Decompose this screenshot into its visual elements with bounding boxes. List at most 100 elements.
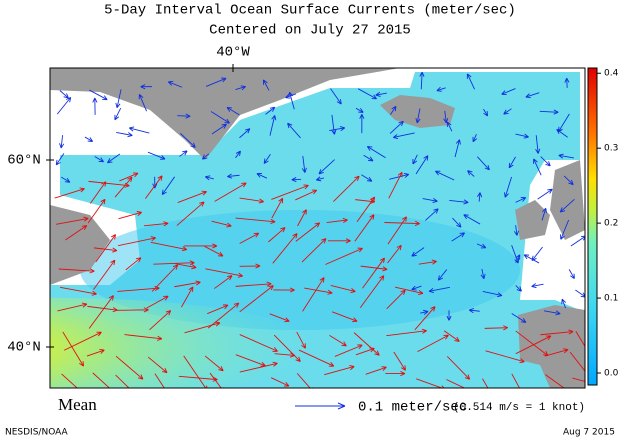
current-arrow [262, 79, 270, 91]
current-arrow [209, 372, 224, 388]
current-arrow [560, 219, 570, 240]
current-arrow [394, 286, 424, 295]
current-arrow [115, 374, 133, 388]
current-arrow [523, 254, 540, 264]
current-arrow [84, 136, 94, 142]
current-arrow [184, 243, 218, 249]
current-arrow [119, 172, 139, 182]
mean-label: Mean [58, 395, 97, 414]
colorbar-tick-label: 0.2 [604, 219, 618, 229]
current-arrow [61, 373, 78, 388]
current-arrow [235, 217, 276, 224]
current-arrow [295, 189, 318, 201]
lat-label: 40°N [7, 340, 41, 356]
subtitle: Centered on July 27 2015 [209, 23, 411, 39]
current-arrow [446, 379, 466, 388]
current-arrow [114, 176, 133, 198]
current-arrow [467, 170, 475, 177]
current-arrow [273, 287, 295, 293]
current-arrow [205, 175, 214, 181]
current-arrow [57, 302, 88, 312]
current-arrow [531, 246, 543, 262]
current-arrow [272, 233, 298, 264]
current-arrow [415, 108, 421, 124]
current-arrow [564, 77, 570, 88]
title: 5-Day Interval Ocean Surface Currents (m… [104, 3, 516, 19]
current-arrow [366, 146, 386, 159]
current-arrow [271, 197, 284, 219]
current-arrow [54, 187, 85, 199]
land [518, 305, 585, 388]
current-arrow [88, 180, 130, 188]
current-arrow [235, 85, 246, 91]
current-arrow [167, 81, 183, 88]
current-arrow [539, 109, 559, 115]
current-arrow [354, 214, 375, 242]
current-arrow [270, 377, 290, 387]
current-arrow [302, 277, 325, 312]
current-arrow [359, 275, 385, 309]
current-arrow [359, 113, 365, 134]
current-arrow [207, 302, 240, 329]
current-arrow [511, 373, 520, 388]
current-arrow [146, 295, 169, 309]
current-arrow [175, 263, 197, 270]
current-arrow [330, 285, 356, 293]
current-arrow [482, 378, 489, 388]
current-arrow [468, 308, 480, 314]
current-arrow [239, 263, 261, 269]
land [550, 160, 585, 240]
current-arrow [387, 244, 402, 264]
land [380, 95, 455, 128]
reference-note: (0.514 m/s = 1 knot) [453, 402, 585, 414]
current-arrow [211, 123, 227, 135]
current-arrow [414, 306, 436, 331]
current-arrow [88, 295, 114, 329]
current-arrow [115, 89, 122, 109]
current-arrow [154, 373, 165, 388]
current-arrow [360, 265, 388, 272]
current-arrow [365, 366, 387, 375]
ocean-shade [80, 210, 520, 330]
current-arrow [525, 92, 540, 99]
current-arrow [437, 269, 448, 281]
current-arrow [412, 154, 418, 165]
current-arrow [174, 280, 201, 288]
current-arrow [176, 201, 205, 226]
current-arrow [161, 176, 175, 196]
current-arrow [329, 335, 347, 347]
current-arrow [435, 170, 455, 181]
current-arrow [239, 361, 278, 373]
current-arrow [227, 173, 240, 179]
current-arrow [420, 309, 429, 315]
current-arrow [140, 84, 152, 90]
current-arrow [476, 156, 490, 171]
current-arrow [118, 211, 142, 220]
current-arrow [419, 71, 425, 90]
current-arrow [144, 175, 163, 199]
lon-label: 40°W [216, 45, 250, 61]
current-arrow [515, 254, 521, 263]
current-arrow [298, 349, 335, 367]
current-arrow [211, 220, 232, 228]
current-arrow [301, 238, 327, 263]
current-arrow [355, 107, 364, 113]
current-arrow [315, 176, 325, 182]
current-arrow [87, 305, 118, 313]
current-arrows [54, 71, 585, 388]
current-arrow [86, 349, 105, 357]
current-arrow [331, 114, 337, 135]
current-arrow [147, 151, 166, 160]
current-arrow [239, 128, 251, 139]
current-arrow [515, 197, 527, 203]
current-arrow [411, 285, 422, 291]
current-arrow [63, 331, 102, 351]
current-arrow [301, 155, 307, 173]
reference-label: 0.1 meter/sec [358, 400, 467, 416]
credit: NESDIS/NOAA [5, 428, 69, 438]
current-arrow [94, 156, 104, 163]
land [515, 200, 550, 240]
current-arrow [265, 106, 276, 115]
current-arrow [535, 135, 541, 154]
